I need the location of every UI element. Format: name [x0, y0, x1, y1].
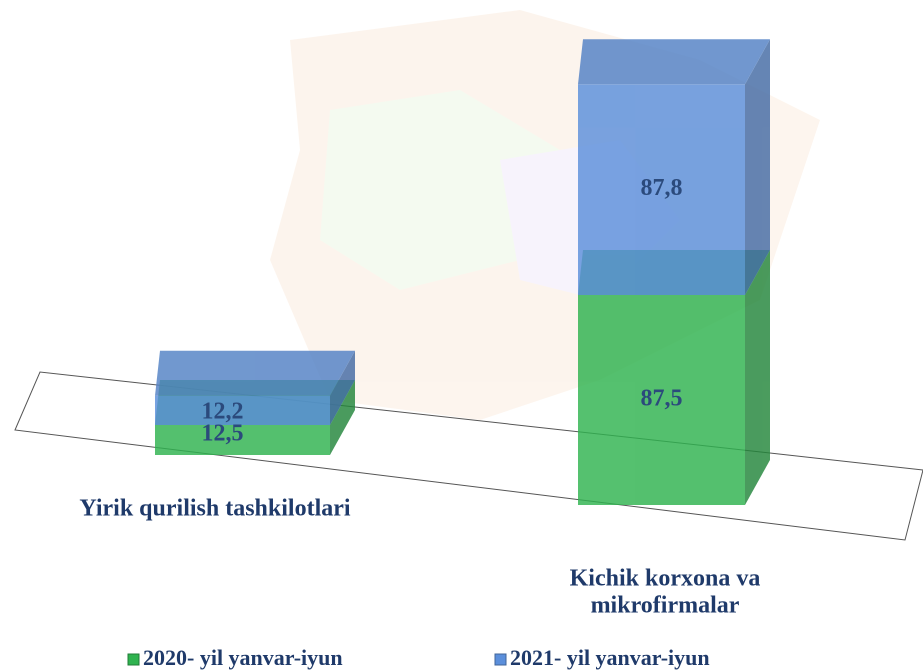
- bar: [578, 39, 770, 295]
- bar-top: [155, 350, 355, 396]
- category-label: Yirik qurilish tashkilotlari: [79, 496, 350, 522]
- legend-label: 2020- yil yanvar-iyun: [143, 645, 343, 670]
- bar: [155, 350, 355, 425]
- legend-swatch: [494, 653, 507, 666]
- value-label: 87,8: [641, 175, 683, 201]
- bar-side: [330, 350, 355, 425]
- bar-side: [330, 380, 355, 455]
- bar-top: [578, 39, 770, 85]
- value-label: 87,5: [641, 386, 683, 412]
- legend-label: 2021- yil yanvar-iyun: [510, 645, 710, 670]
- category-label: Kichik korxona va: [570, 566, 761, 592]
- bar-front: [578, 84, 745, 295]
- legend-swatch: [127, 653, 140, 666]
- bar-front: [578, 295, 745, 505]
- bar-front: [155, 395, 330, 425]
- value-label: 12,5: [202, 421, 244, 447]
- bar-front: [155, 425, 330, 455]
- value-label: 12,2: [202, 399, 244, 425]
- category-label: mikrofirmalar: [591, 593, 740, 619]
- bar-side: [745, 250, 770, 505]
- bar-side: [745, 39, 770, 295]
